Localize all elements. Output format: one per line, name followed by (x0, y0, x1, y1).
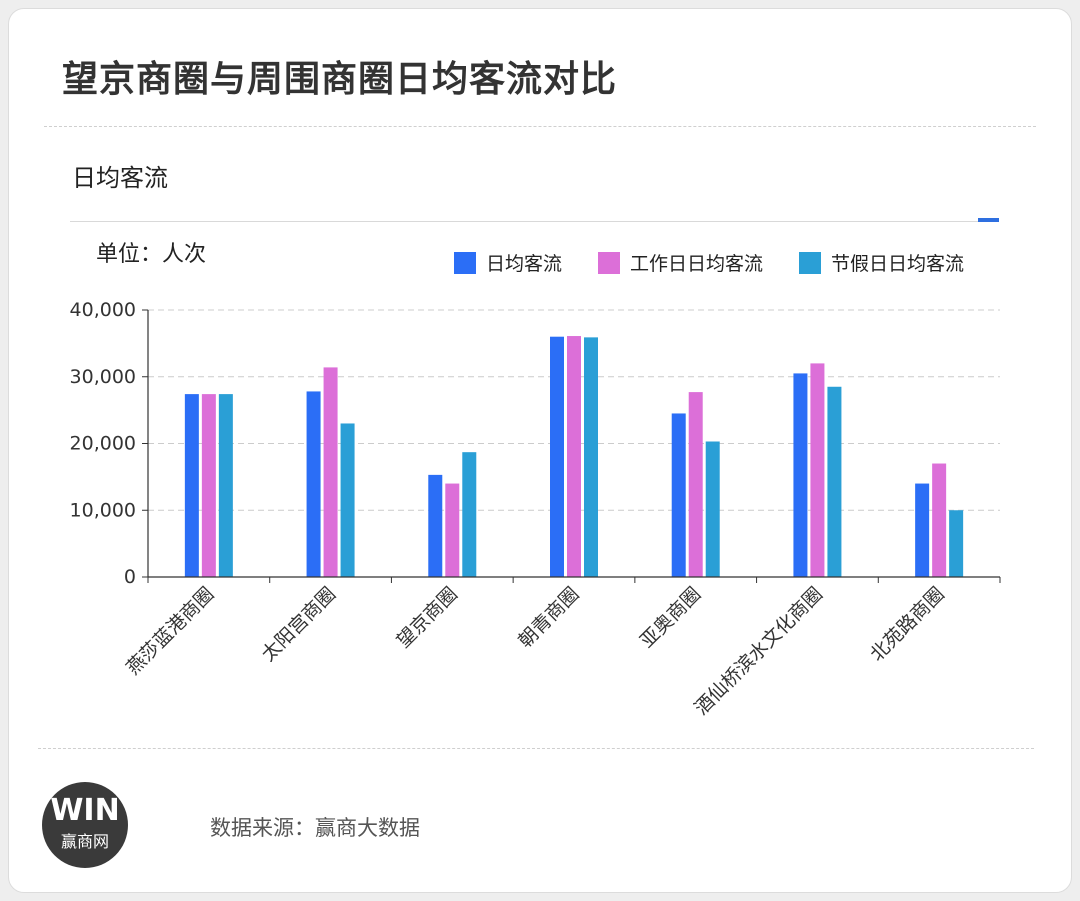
bar (793, 373, 808, 577)
bar (949, 510, 964, 577)
unit-label: 单位：人次 (96, 242, 207, 267)
bar (218, 394, 233, 577)
legend-item-workday[interactable]: 工作日日均客流 (598, 249, 763, 276)
legend-item-holiday[interactable]: 节假日日均客流 (799, 249, 964, 276)
logo-mark: WIN (50, 793, 120, 828)
bar (428, 474, 443, 577)
legend-label-holiday: 节假日日均客流 (831, 253, 965, 275)
bar (688, 392, 703, 577)
y-tick-label: 40,000 (70, 299, 136, 321)
x-category-label: 北苑路商圈 (866, 583, 949, 666)
bar (550, 336, 564, 577)
page-title: 望京商圈与周围商圈日均客流对比 (62, 59, 618, 100)
bar (827, 386, 842, 577)
logo-text: 赢商网 (60, 832, 109, 851)
chart-legend: 日均客流 工作日日均客流 节假日日均客流 (454, 249, 964, 276)
legend-swatch-workday (598, 251, 621, 274)
legend-label-daily: 日均客流 (486, 253, 563, 275)
x-category-label: 太阳宫商圈 (257, 583, 340, 666)
bar (567, 336, 581, 577)
title-divider (44, 126, 1036, 127)
bar (915, 483, 930, 577)
bar (201, 394, 216, 577)
bar (306, 391, 321, 577)
bar (584, 337, 598, 577)
bar (340, 423, 355, 577)
footer-divider (38, 748, 1034, 749)
bar (445, 483, 460, 577)
y-tick-label: 30,000 (70, 366, 136, 388)
x-category-label: 酒仙桥滨水文化商圈 (690, 583, 826, 719)
x-category-label: 亚奥商圈 (636, 583, 705, 652)
legend-swatch-daily (454, 251, 476, 274)
legend-item-daily[interactable]: 日均客流 (454, 249, 562, 276)
legend-swatch-holiday (799, 251, 822, 274)
bar (323, 367, 338, 577)
x-category-label: 燕莎蓝港商圈 (122, 583, 218, 679)
bar (462, 452, 477, 577)
brand-logo: WIN 赢商网 (42, 782, 128, 868)
bar (671, 413, 686, 577)
subtitle-underline (70, 221, 998, 222)
chart-subtitle: 日均客流 (72, 164, 168, 192)
x-category-label: 望京商圈 (393, 583, 462, 652)
bar (184, 394, 199, 577)
legend-label-workday: 工作日日均客流 (630, 253, 764, 275)
subtitle-accent (978, 218, 999, 222)
bar-layer (184, 336, 964, 577)
y-tick-label: 20,000 (70, 433, 136, 455)
y-tick-label: 0 (124, 566, 136, 588)
bar (932, 463, 947, 577)
x-category-label: 朝青商圈 (514, 583, 583, 652)
bar (705, 441, 720, 577)
bar (810, 363, 825, 577)
y-tick-label: 10,000 (70, 499, 136, 521)
data-source: 数据来源：赢商大数据 (210, 816, 420, 840)
